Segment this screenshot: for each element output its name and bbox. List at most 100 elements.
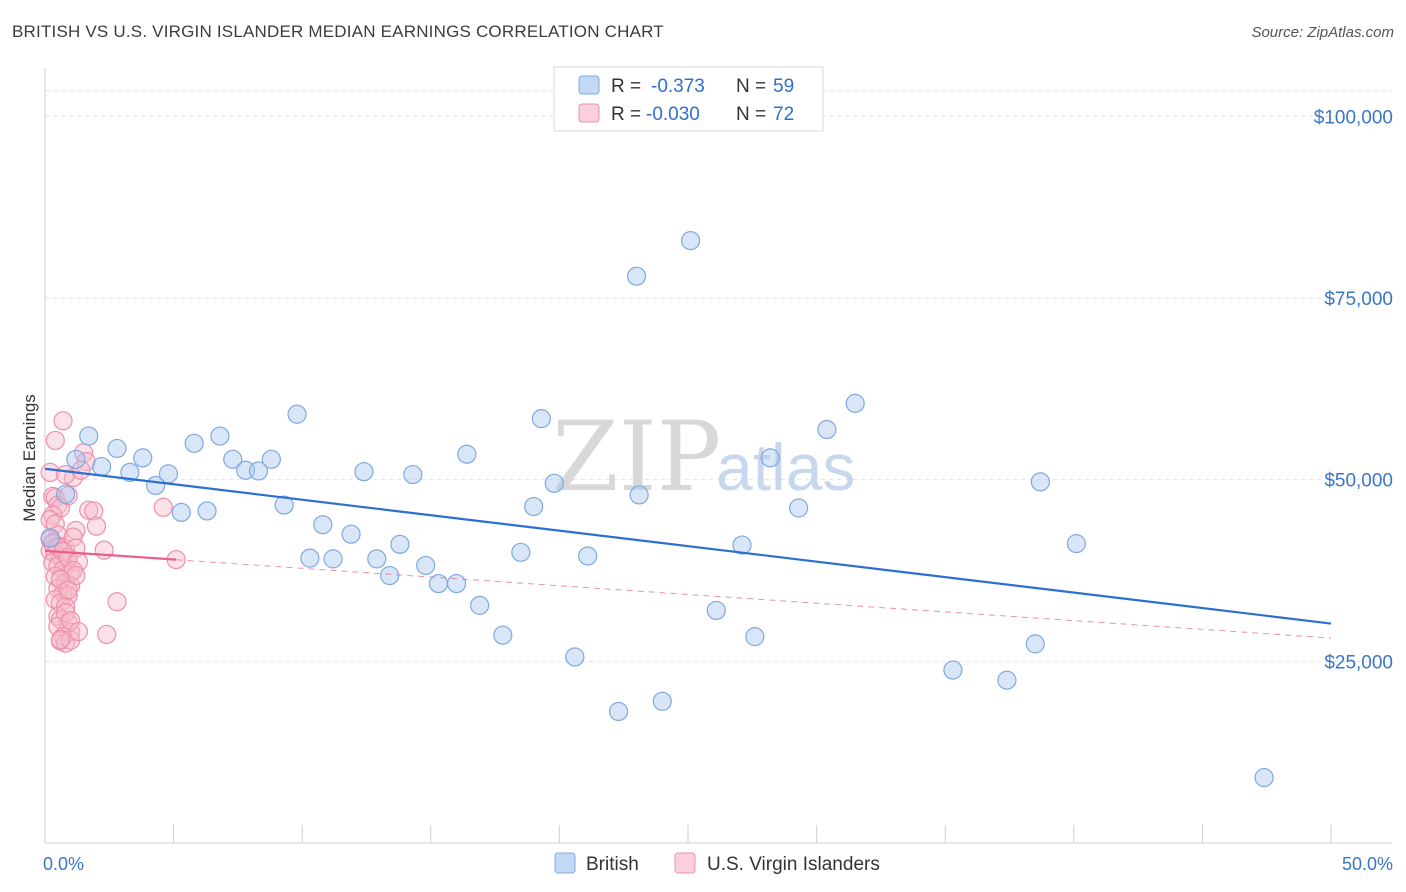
legend-n-label-usvi: N = <box>736 104 766 125</box>
watermark: ZIP atlas <box>552 401 855 513</box>
british-point <box>261 449 281 469</box>
british-series <box>40 230 1274 788</box>
british-point <box>354 462 374 482</box>
british-point <box>79 426 99 446</box>
british-point <box>171 502 191 522</box>
british-point <box>287 404 307 424</box>
british-point <box>341 524 361 544</box>
british-point <box>745 627 765 647</box>
british-point <box>380 565 400 586</box>
legend-r-label-british: R = <box>611 76 641 97</box>
british-point <box>184 433 204 453</box>
british-point <box>578 546 598 566</box>
y-tick-label-1: $50,000 <box>1324 471 1393 492</box>
british-point <box>629 485 649 505</box>
british-point <box>66 449 86 469</box>
british-point <box>626 266 647 286</box>
british-point <box>248 461 269 481</box>
british-point <box>732 535 752 555</box>
usvi-point <box>55 633 76 653</box>
bottom-legend-label-usvi: U.S. Virgin Islanders <box>707 854 880 875</box>
legend-r-value-british: -0.373 <box>651 76 705 97</box>
british-point <box>223 449 243 469</box>
y-axis-title: Median Earnings <box>20 394 39 522</box>
british-point <box>446 573 467 594</box>
british-point <box>323 549 343 569</box>
usvi-point <box>79 500 99 520</box>
x-tick-label-min: 0.0% <box>43 854 84 874</box>
gridlines <box>45 90 1392 662</box>
british-point <box>300 548 320 568</box>
british-point <box>544 473 564 493</box>
legend-r-label-usvi: R = <box>611 104 641 125</box>
y-tick-label-0: $25,000 <box>1324 652 1393 673</box>
british-point <box>788 498 809 518</box>
usvi-point <box>84 501 104 521</box>
usvi-series <box>40 411 186 653</box>
british-point <box>608 701 629 722</box>
british-point <box>470 595 490 615</box>
british-point <box>1254 767 1274 788</box>
british-point <box>91 456 112 477</box>
british-trend-line <box>44 467 1332 625</box>
stats-legend: R = -0.373 N = 59 R = -0.030 N = 72 <box>553 66 824 132</box>
usvi-point <box>45 589 65 610</box>
british-point <box>706 600 726 621</box>
british-point <box>680 230 701 251</box>
british-point <box>367 549 387 569</box>
legend-swatch-british <box>578 75 600 95</box>
british-point <box>416 555 436 576</box>
bottom-legend-swatch-usvi <box>674 852 696 874</box>
usvi-point <box>45 430 65 451</box>
british-point <box>531 409 551 429</box>
british-point <box>1066 534 1086 554</box>
usvi-trend-line <box>44 549 177 561</box>
british-point <box>943 660 963 680</box>
usvi-point <box>107 592 127 612</box>
british-point <box>997 670 1017 690</box>
british-point <box>107 438 127 459</box>
british-point <box>817 419 837 440</box>
british-point <box>120 462 140 482</box>
usvi-point <box>50 629 71 650</box>
british-point <box>565 647 585 667</box>
legend-swatch-usvi <box>578 103 600 123</box>
bottom-legend-label-british: British <box>586 854 639 875</box>
usvi-point <box>50 569 71 589</box>
legend-n-label-british: N = <box>736 76 766 97</box>
watermark-atlas: atlas <box>716 430 855 504</box>
legend-n-value-british: 59 <box>773 76 794 97</box>
usvi-point <box>97 624 117 645</box>
legend-n-value-usvi: 72 <box>773 104 794 125</box>
british-point <box>511 542 531 562</box>
british-point <box>403 464 423 485</box>
usvi-point <box>45 566 65 586</box>
british-point <box>1030 472 1050 492</box>
british-point <box>40 528 60 548</box>
usvi-point <box>86 516 107 536</box>
y-tick-labels: $25,000 $50,000 $75,000 $100,000 <box>1314 107 1393 673</box>
usvi-point <box>153 497 173 517</box>
y-tick-label-2: $75,000 <box>1324 289 1393 310</box>
british-point <box>158 464 179 484</box>
trend-lines <box>44 467 1332 639</box>
usvi-trend-line-extended <box>44 550 1332 639</box>
british-point <box>55 484 76 504</box>
usvi-point <box>61 611 81 631</box>
chart-title: BRITISH VS U.S. VIRGIN ISLANDER MEDIAN E… <box>12 22 664 41</box>
british-point <box>524 496 544 517</box>
british-point <box>845 393 865 413</box>
usvi-point <box>53 411 73 431</box>
british-point <box>760 448 780 468</box>
british-point <box>313 515 333 535</box>
usvi-point <box>94 540 114 560</box>
british-point <box>197 501 217 521</box>
bottom-legend-swatch-british <box>554 852 576 874</box>
source-credit: Source: ZipAtlas.com <box>1251 24 1394 41</box>
legend-r-value-usvi: -0.030 <box>646 104 700 125</box>
x-tick-labels: 0.0% 50.0% <box>43 854 1393 874</box>
axes <box>44 68 1392 844</box>
usvi-point <box>68 621 89 642</box>
series-legend: British U.S. Virgin Islanders <box>554 852 880 875</box>
